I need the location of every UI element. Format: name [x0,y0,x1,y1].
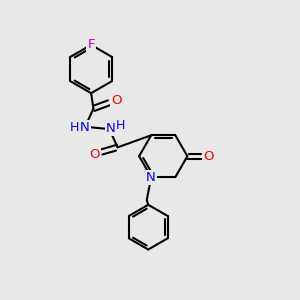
Text: O: O [111,94,122,107]
Text: O: O [89,148,100,161]
Text: H: H [116,119,125,132]
Text: N: N [106,122,116,135]
Text: F: F [87,38,95,51]
Text: N: N [80,121,89,134]
Text: N: N [146,171,156,184]
Text: O: O [203,150,214,163]
Text: H: H [69,121,79,134]
